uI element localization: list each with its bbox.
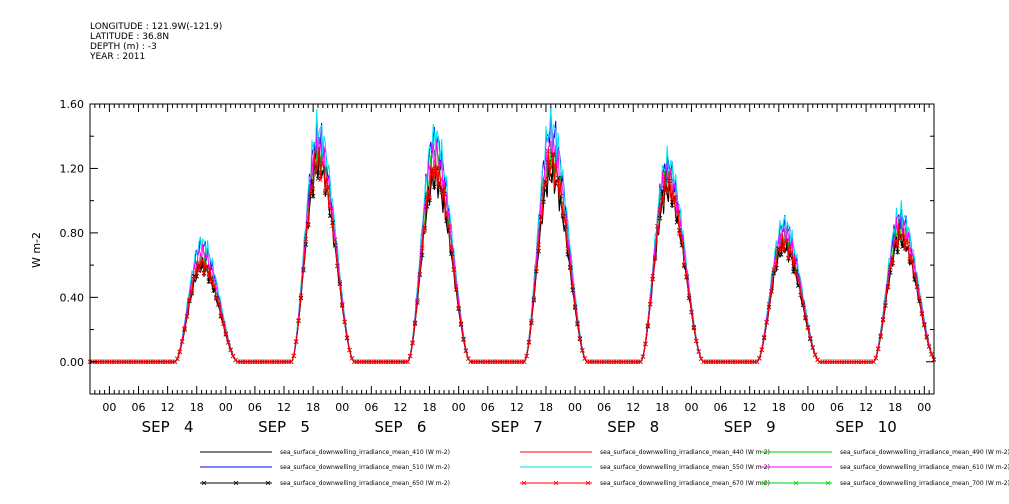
x-hour-label: 06 — [132, 401, 146, 414]
x-hour-label: 00 — [801, 401, 815, 414]
x-hour-label: 18 — [306, 401, 320, 414]
x-hour-label: 00 — [917, 401, 931, 414]
x-hour-label: 18 — [190, 401, 204, 414]
y-tick-label: 0.40 — [60, 291, 85, 304]
x-hour-label: 18 — [423, 401, 437, 414]
x-hour-label: 00 — [102, 401, 116, 414]
x-hour-label: 12 — [626, 401, 640, 414]
plot-header: LONGITUDE : 121.9W(-121.9) LATITUDE : 36… — [90, 22, 222, 62]
latitude-label: LATITUDE : 36.8N — [90, 32, 170, 42]
x-hour-label: 12 — [510, 401, 524, 414]
legend-marker — [201, 480, 207, 486]
x-day-label: SEP 6 — [374, 418, 426, 436]
y-tick-label: 0.00 — [60, 356, 85, 369]
legend-item: sea_surface_downwelling_irradiance_mean_… — [520, 449, 770, 456]
legend-label: sea_surface_downwelling_irradiance_mean_… — [600, 449, 770, 456]
legend-marker — [825, 480, 831, 486]
x-hour-label: 12 — [393, 401, 407, 414]
y-axis-label: W m-2 — [30, 232, 43, 268]
x-hour-label: 12 — [277, 401, 291, 414]
longitude-label: LONGITUDE : 121.9W(-121.9) — [90, 22, 223, 32]
x-hour-label: 06 — [714, 401, 728, 414]
y-tick-label: 0.80 — [60, 227, 85, 240]
x-hour-label: 00 — [568, 401, 582, 414]
legend-marker — [793, 480, 799, 486]
x-hour-label: 18 — [655, 401, 669, 414]
x-hour-label: 06 — [830, 401, 844, 414]
legend-label: sea_surface_downwelling_irradiance_mean_… — [280, 464, 450, 471]
legend-label: sea_surface_downwelling_irradiance_mean_… — [600, 480, 770, 487]
plot-frame — [89, 103, 935, 395]
x-hour-label: 18 — [888, 401, 902, 414]
legend-label: sea_surface_downwelling_irradiance_mean_… — [840, 464, 1009, 471]
legend-marker — [233, 480, 239, 486]
legend-marker — [521, 480, 527, 486]
legend-marker — [585, 480, 591, 486]
axes-group: 0.00 0.40 0.80 1.20 1.60 00 06 12 18 00 06 12 18 00 06… — [60, 98, 935, 436]
legend-label: sea_surface_downwelling_irradiance_mean_… — [840, 449, 1009, 456]
x-hour-label: 06 — [481, 401, 495, 414]
legend-item: sea_surface_downwelling_irradiance_mean_… — [760, 464, 1009, 471]
x-hour-label: 00 — [684, 401, 698, 414]
legend-item: sea_surface_downwelling_irradiance_mean_… — [520, 464, 770, 471]
depth-label: DEPTH (m) : -3 — [90, 42, 157, 52]
series-line — [90, 147, 935, 363]
x-hour-label: 12 — [743, 401, 757, 414]
legend-label: sea_surface_downwelling_irradiance_mean_… — [280, 480, 450, 487]
x-hour-label: 18 — [539, 401, 553, 414]
legend-label: sea_surface_downwelling_irradiance_mean_… — [600, 464, 770, 471]
x-day-label: SEP 9 — [724, 418, 776, 436]
y-tick-label: 1.60 — [60, 98, 85, 111]
legend-item: sea_surface_downwelling_irradiance_mean_… — [200, 464, 450, 471]
legend-item: sea_surface_downwelling_irradiance_mean_… — [520, 480, 770, 487]
legend-item: sea_surface_downwelling_irradiance_mean_… — [200, 449, 450, 456]
x-hour-label: 00 — [335, 401, 349, 414]
legend-marker — [761, 480, 767, 486]
legend: sea_surface_downwelling_irradiance_mean_… — [200, 449, 1009, 487]
x-day-label: SEP 8 — [607, 418, 659, 436]
legend-item: sea_surface_downwelling_irradiance_mean_… — [200, 480, 450, 487]
legend-item: sea_surface_downwelling_irradiance_mean_… — [760, 449, 1009, 456]
year-label: YEAR : 2011 — [90, 52, 146, 62]
x-hour-label: 00 — [219, 401, 233, 414]
x-day-label: SEP 10 — [835, 418, 896, 436]
legend-marker — [265, 480, 271, 486]
series-line — [90, 146, 935, 363]
x-hour-label: 06 — [597, 401, 611, 414]
x-day-label: SEP 7 — [491, 418, 543, 436]
legend-label: sea_surface_downwelling_irradiance_mean_… — [280, 449, 450, 456]
x-day-label: SEP 5 — [258, 418, 310, 436]
legend-item: sea_surface_downwelling_irradiance_mean_… — [760, 480, 1009, 487]
legend-label: sea_surface_downwelling_irradiance_mean_… — [840, 480, 1009, 487]
x-hour-label: 18 — [772, 401, 786, 414]
series-line — [90, 145, 935, 363]
y-tick-label: 1.20 — [60, 162, 85, 175]
x-hour-label: 00 — [452, 401, 466, 414]
x-day-label: SEP 4 — [142, 418, 194, 436]
x-hour-label: 12 — [859, 401, 873, 414]
x-hour-label: 06 — [364, 401, 378, 414]
series-group — [87, 106, 937, 365]
x-hour-label: 06 — [248, 401, 262, 414]
series-line — [90, 150, 935, 363]
x-hour-label: 12 — [161, 401, 175, 414]
legend-marker — [553, 480, 559, 486]
